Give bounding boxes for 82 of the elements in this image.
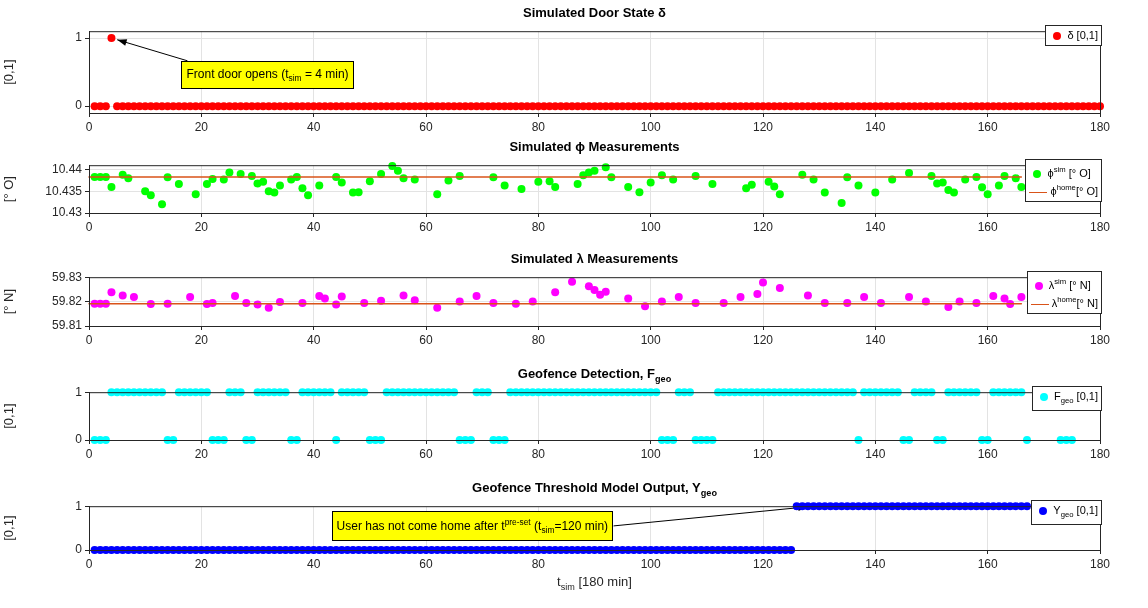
x-tick-label: 120 xyxy=(752,119,774,134)
y-tick-label: 10.43 xyxy=(51,205,83,220)
x-tick-label: 20 xyxy=(194,119,209,134)
x-tick-label: 40 xyxy=(306,556,321,571)
x-tick-label: 100 xyxy=(640,219,661,234)
x-tick-label: 100 xyxy=(640,556,661,571)
y-axis-title: [0,1] xyxy=(1,515,17,541)
x-tick-label: 20 xyxy=(194,446,209,461)
legend-label: F$_{geo}$ [0,1] xyxy=(1053,390,1098,406)
x-tick-label: 60 xyxy=(419,446,433,461)
x-tick-label: 40 xyxy=(306,332,321,347)
y-tick-label: 0 xyxy=(75,432,83,447)
chart-title: Simulated ϕ Measurements xyxy=(508,139,681,155)
y-tick-label: 10.435 xyxy=(45,183,83,198)
x-tick-label: 120 xyxy=(752,219,774,234)
x-tick-label: 160 xyxy=(977,446,998,461)
x-tick-label: 140 xyxy=(865,332,886,347)
x-tick-label: 40 xyxy=(306,446,321,461)
x-tick-label: 180 xyxy=(1089,119,1111,134)
x-tick-label: 80 xyxy=(531,332,546,347)
chart-title: Simulated Door State δ xyxy=(522,5,667,21)
x-tick-label: 160 xyxy=(977,556,998,571)
x-tick-label: 120 xyxy=(752,556,774,571)
x-tick-label: 0 xyxy=(85,119,93,134)
y-tick-label: 59.82 xyxy=(51,293,83,308)
x-tick-label: 0 xyxy=(85,556,93,571)
x-tick-label: 40 xyxy=(306,219,321,234)
y-tick-label: 59.81 xyxy=(51,318,83,333)
y-tick-label: 10.44 xyxy=(51,161,83,176)
x-tick-label: 0 xyxy=(85,446,93,461)
x-tick-label: 160 xyxy=(977,332,998,347)
x-tick-label: 100 xyxy=(640,332,661,347)
x-tick-label: 160 xyxy=(977,219,998,234)
x-tick-label: 20 xyxy=(194,556,209,571)
x-tick-label: 60 xyxy=(419,332,433,347)
x-tick-label: 100 xyxy=(640,119,661,134)
y-tick-label: 1 xyxy=(75,498,83,513)
x-tick-label: 60 xyxy=(419,556,433,571)
y-tick-label: 0 xyxy=(75,98,83,113)
legend-label: δ [0,1] xyxy=(1067,29,1098,41)
chart-title: Simulated λ Measurements xyxy=(509,251,680,267)
x-tick-label: 20 xyxy=(194,332,209,347)
x-tick-label: 60 xyxy=(419,219,433,234)
y-tick-label: 59.83 xyxy=(51,269,83,284)
annotation: User has not come home after t$^{pre-set}$ (t$_{sim}$=120 min) xyxy=(331,510,614,542)
x-tick-label: 0 xyxy=(85,219,93,234)
legend-label: Y$_{geo}$ [0,1] xyxy=(1053,504,1098,520)
x-tick-label: 180 xyxy=(1089,332,1111,347)
x-tick-label: 180 xyxy=(1089,556,1111,571)
y-axis-title: [0,1] xyxy=(1,59,17,85)
x-tick-label: 180 xyxy=(1089,446,1111,461)
x-tick-label: 140 xyxy=(865,446,886,461)
legend-label: λ$^{sim}$ [° N] xyxy=(1048,277,1091,291)
chart-title: Geofence Threshold Model Output, Y$_{geo}$ xyxy=(471,480,718,498)
x-tick-label: 80 xyxy=(531,446,546,461)
x-axis-title: t$_{sim}$ [180 min] xyxy=(556,574,633,592)
legend-label: λ$^{home}$[° N] xyxy=(1051,295,1098,310)
y-axis-title: [° N] xyxy=(1,288,17,315)
y-tick-label: 0 xyxy=(75,542,83,557)
x-tick-label: 20 xyxy=(194,219,209,234)
annotation: Front door opens (t$_{sim}$ = 4 min) xyxy=(181,60,354,90)
y-axis-title: [° O] xyxy=(1,176,17,203)
legend-label: ϕ$^{sim}$ [° O] xyxy=(1047,165,1091,179)
x-tick-label: 140 xyxy=(865,219,886,234)
x-tick-label: 80 xyxy=(531,556,546,571)
y-tick-label: 1 xyxy=(75,30,83,45)
x-tick-label: 100 xyxy=(640,446,661,461)
x-tick-label: 120 xyxy=(752,332,774,347)
y-tick-label: 1 xyxy=(75,384,83,399)
x-tick-label: 80 xyxy=(531,219,546,234)
y-axis-title: [0,1] xyxy=(1,403,17,429)
x-tick-label: 40 xyxy=(306,119,321,134)
x-tick-label: 80 xyxy=(531,119,546,134)
chart-title: Geofence Detection, F$_{geo}$ xyxy=(516,366,673,384)
x-tick-label: 60 xyxy=(419,119,433,134)
x-tick-label: 140 xyxy=(865,119,886,134)
x-tick-label: 180 xyxy=(1089,219,1111,234)
x-tick-label: 120 xyxy=(752,446,774,461)
legend-label: ϕ$^{home}$[° O] xyxy=(1050,183,1098,198)
x-tick-label: 140 xyxy=(865,556,886,571)
x-tick-label: 0 xyxy=(85,332,93,347)
x-tick-label: 160 xyxy=(977,119,998,134)
